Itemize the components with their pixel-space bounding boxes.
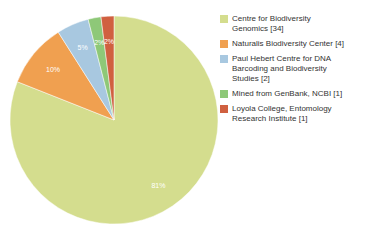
html-text:Barcoding and Biodiversity: Barcoding and Biodiversity: [232, 64, 327, 73]
html-text:Loyola College, Entomology: Loyola College, Entomology: [232, 104, 332, 113]
html-text:Naturalis Biodiversity Center: Naturalis Biodiversity Center [4]: [232, 39, 344, 48]
html-text:Genomics [34]: Genomics [34]: [232, 24, 284, 33]
html-text:Paul Hebert Centre for DNA: Paul Hebert Centre for DNA: [232, 54, 332, 63]
svg-text:2%: 2%: [104, 38, 114, 45]
svg-text:5%: 5%: [78, 44, 88, 51]
svg-text:2%: 2%: [94, 39, 104, 46]
html-text:Centre for Biodiversity: Centre for Biodiversity: [232, 14, 311, 23]
html-text:Studies [2]: Studies [2]: [232, 74, 270, 83]
html-text:Research Institute [1]: Research Institute [1]: [232, 114, 308, 123]
svg-text:10%: 10%: [46, 66, 60, 73]
html-text:Mined from GenBank, NCBI [1]: Mined from GenBank, NCBI [1]: [232, 89, 343, 98]
svg-text:81%: 81%: [151, 182, 165, 189]
